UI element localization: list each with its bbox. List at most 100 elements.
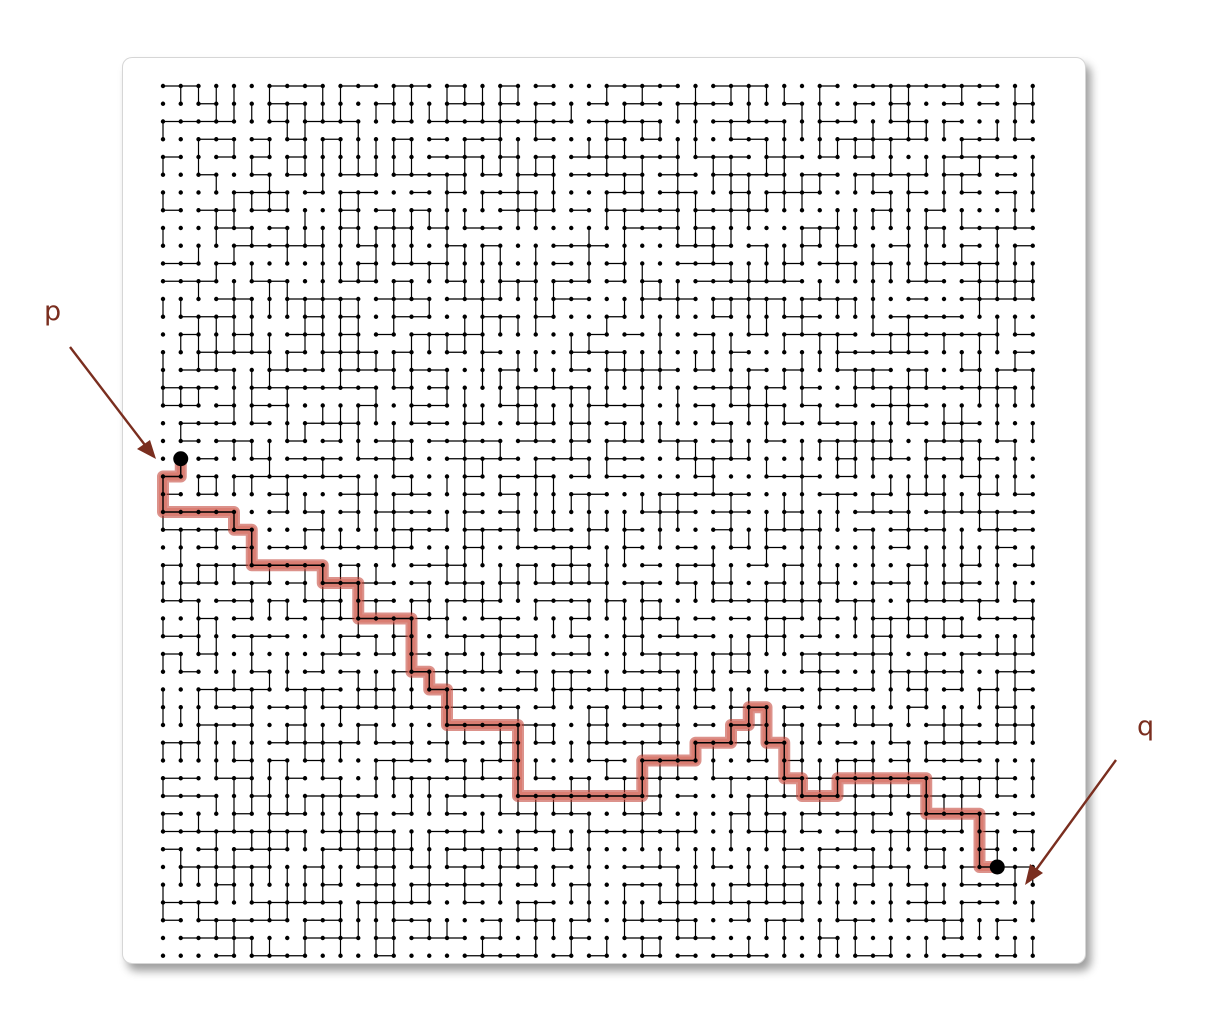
- grid-site: [285, 864, 290, 870]
- grid-site: [640, 243, 645, 248]
- grid-site: [551, 616, 556, 621]
- grid-site: [693, 918, 698, 923]
- grid-site: [320, 101, 325, 106]
- grid-site: [178, 438, 183, 444]
- grid-site: [746, 669, 751, 674]
- grid-site: [799, 83, 805, 89]
- grid-site: [285, 279, 290, 284]
- grid-site: [178, 705, 183, 710]
- grid-site: [870, 900, 876, 905]
- grid-site: [231, 705, 237, 710]
- grid-site: [693, 438, 698, 444]
- grid-site: [409, 492, 414, 497]
- grid-site: [391, 101, 396, 106]
- grid-site: [160, 527, 166, 532]
- grid-site: [675, 225, 680, 231]
- grid-site: [835, 722, 840, 728]
- grid-site: [657, 509, 663, 515]
- grid-site: [391, 385, 396, 390]
- grid-site: [746, 847, 751, 852]
- grid-site: [675, 190, 680, 195]
- grid-site: [693, 651, 698, 657]
- grid-site: [586, 403, 592, 408]
- grid-site: [160, 190, 166, 195]
- grid-site: [356, 847, 361, 852]
- grid-site: [391, 634, 396, 639]
- grid-site: [569, 190, 574, 195]
- grid-site: [427, 687, 432, 692]
- grid-site: [356, 545, 361, 550]
- grid-site: [586, 314, 592, 319]
- grid-site: [711, 172, 716, 177]
- grid-site: [160, 225, 166, 231]
- grid-site: [675, 208, 680, 213]
- grid-site: [373, 776, 379, 781]
- grid-site: [338, 296, 343, 302]
- grid-site: [657, 527, 663, 532]
- grid-site: [640, 137, 645, 142]
- grid-site: [1030, 101, 1035, 106]
- grid-site: [870, 864, 876, 870]
- grid-site: [160, 421, 166, 426]
- grid-site: [782, 350, 787, 355]
- grid-site: [480, 172, 485, 177]
- grid-site: [941, 154, 947, 160]
- grid-site: [799, 829, 805, 834]
- grid-site: [995, 687, 1000, 692]
- grid-site: [551, 243, 556, 248]
- grid-site: [640, 492, 645, 497]
- grid-site: [569, 350, 574, 355]
- grid-site: [870, 847, 876, 852]
- grid-site: [1012, 137, 1018, 142]
- grid-site: [782, 864, 787, 870]
- grid-site: [196, 83, 201, 89]
- grid-site: [373, 598, 379, 603]
- grid-site: [995, 847, 1000, 852]
- grid-site: [196, 421, 201, 426]
- grid-site: [480, 208, 485, 213]
- grid-site: [444, 208, 450, 213]
- grid-site: [782, 634, 787, 639]
- grid-site: [444, 776, 450, 781]
- grid-site: [622, 296, 627, 302]
- grid-site: [462, 563, 467, 568]
- grid-site: [817, 900, 822, 905]
- grid-site: [249, 864, 254, 870]
- grid-site: [853, 403, 858, 408]
- grid-site: [338, 385, 343, 390]
- grid-site: [480, 474, 485, 479]
- grid-site: [427, 616, 432, 621]
- grid-site: [799, 261, 805, 266]
- grid-site: [746, 687, 751, 692]
- grid-site: [302, 722, 308, 728]
- grid-site: [835, 847, 840, 852]
- grid-site: [515, 279, 521, 284]
- grid-site: [285, 918, 290, 923]
- grid-site: [586, 172, 592, 177]
- grid-site: [196, 456, 201, 461]
- grid-site: [906, 918, 911, 923]
- grid-site: [1012, 758, 1018, 763]
- grid-site: [356, 882, 361, 887]
- grid-site: [604, 137, 609, 142]
- grid-site: [604, 119, 609, 124]
- grid-site: [444, 563, 450, 568]
- grid-site: [746, 545, 751, 550]
- grid-site: [817, 456, 822, 461]
- grid-site: [214, 545, 219, 550]
- grid-site: [356, 279, 361, 284]
- grid-site: [622, 509, 627, 515]
- grid-site: [622, 367, 627, 373]
- grid-site: [764, 563, 769, 568]
- grid-site: [462, 385, 467, 390]
- grid-site: [995, 545, 1000, 550]
- grid-site: [249, 350, 254, 355]
- grid-site: [356, 616, 361, 621]
- grid-site: [391, 651, 396, 657]
- grid-site: [711, 669, 716, 674]
- grid-site: [569, 847, 574, 852]
- grid-site: [764, 403, 769, 408]
- grid-site: [515, 332, 521, 337]
- grid-site: [409, 598, 414, 603]
